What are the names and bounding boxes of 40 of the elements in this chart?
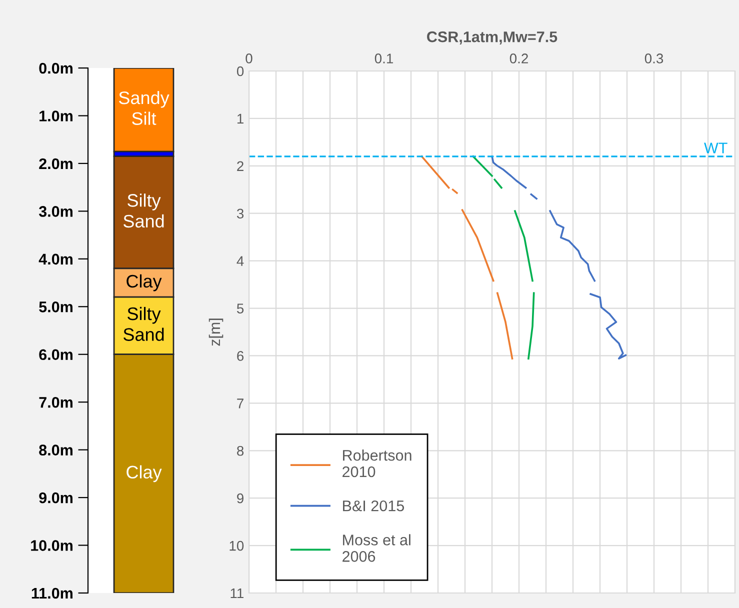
y-tick-label: 11 (230, 588, 244, 598)
y-tick-label: 2.0m (39, 158, 72, 170)
y-tick-label: 6 (237, 351, 244, 361)
y-axis-title: z[m] (208, 318, 224, 346)
y-tick-label: 0.0m (39, 62, 72, 74)
legend-label: Robertson 2010 (342, 450, 412, 478)
x-tick-label: 0 (246, 54, 252, 64)
ref-line-label: WT (704, 142, 728, 154)
y-tick-label: 7 (237, 398, 244, 408)
y-tick-label: 6.0m (39, 349, 72, 360)
y-tick-label: 4 (236, 256, 244, 266)
y-tick-label: 3.0m (38, 206, 72, 217)
x-tick-label: 0.1 (374, 54, 393, 64)
y-tick-label: 5.0m (39, 302, 72, 312)
series-label: Clay (126, 274, 162, 292)
y-tick-label: 1.0m (40, 110, 72, 122)
y-tick-label: 5 (236, 304, 244, 314)
y-tick-label: 11.0m (32, 588, 72, 599)
series-label: Silty Sand (124, 306, 164, 341)
y-tick-label: 1 (237, 114, 244, 124)
series-label: Sandy Silt (118, 90, 170, 125)
x-tick-label: 0.3 (644, 54, 664, 64)
x-axis-title: CSR,1atm,Mw=7.5 (427, 31, 558, 44)
legend-label: B&I 2015 (343, 500, 404, 512)
x-tick-label: 0.2 (510, 54, 528, 64)
series-label: Silty Sand (124, 194, 164, 228)
y-tick-label: 8 (237, 446, 244, 456)
y-tick-label: 10.0m (31, 540, 72, 551)
y-tick-label: 2 (237, 161, 244, 171)
y-tick-label: 8.0m (39, 444, 72, 456)
y-tick-label: 4.0m (38, 254, 72, 265)
y-tick-label: 7.0m (39, 396, 72, 408)
y-tick-label: 9 (237, 493, 244, 504)
bar (113, 68, 174, 152)
legend-label: Moss et al 2006 (342, 534, 410, 562)
y-tick-label: 0 (236, 66, 244, 76)
series-label: Clay (126, 465, 162, 482)
y-tick-label: 3 (236, 208, 244, 219)
y-tick-label: 10 (230, 540, 244, 551)
y-tick-label: 9.0m (39, 492, 72, 504)
